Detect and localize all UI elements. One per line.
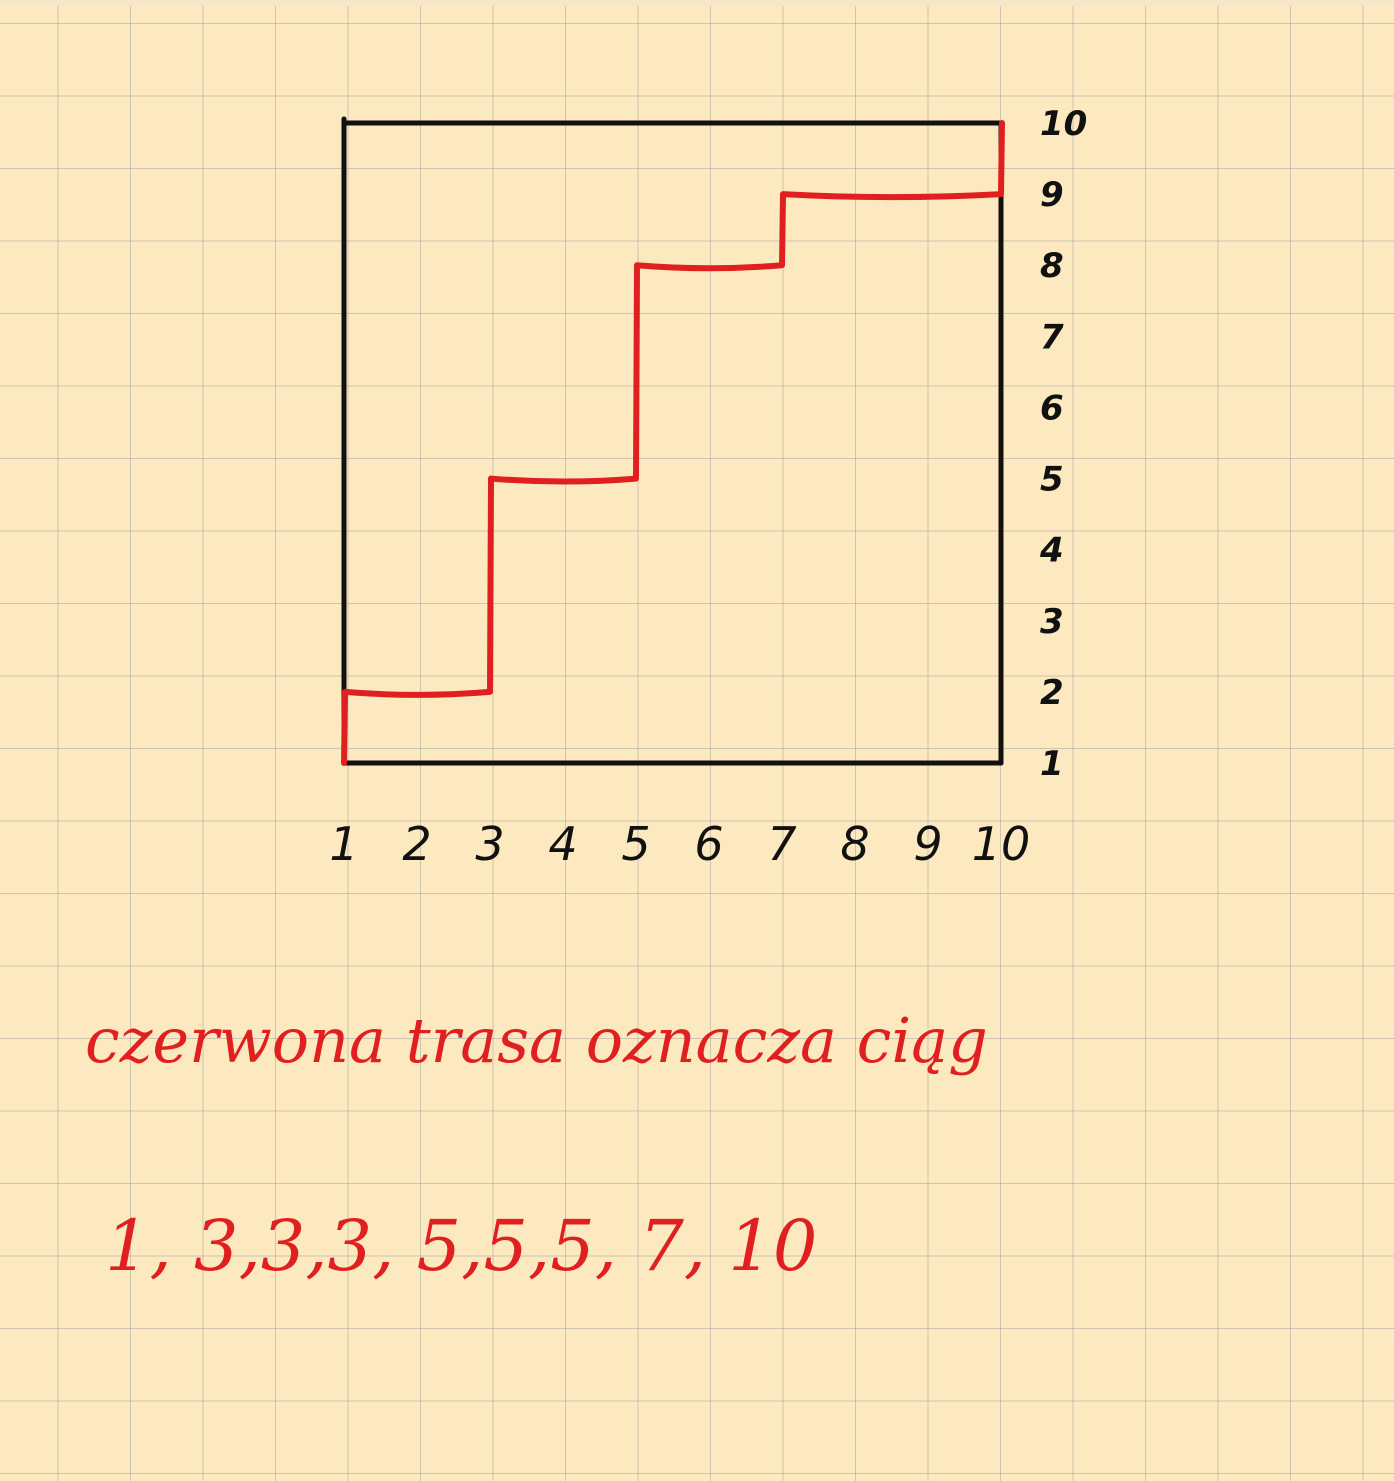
page-top-strip (0, 0, 1394, 6)
x-tick-label: 6 (694, 817, 723, 871)
red-path-layer (341, 120, 1005, 766)
red-step-path (341, 120, 1005, 766)
plot-frame (341, 116, 1004, 766)
x-tick-label: 1 (329, 817, 358, 871)
y-tick-label: 10 (1040, 104, 1087, 144)
x-tick-label: 2 (402, 817, 431, 871)
x-tick-label: 3 (475, 817, 504, 871)
x-tick-label: 8 (840, 817, 869, 871)
y-tick-label: 2 (1040, 673, 1064, 713)
y-tick-label: 6 (1040, 388, 1064, 428)
x-axis-ticks: 1 2 3 4 5 6 7 8 9 10 (329, 817, 1030, 871)
x-tick-label: 4 (548, 817, 577, 871)
y-tick-label: 7 (1040, 317, 1064, 357)
y-tick-label: 3 (1040, 602, 1064, 642)
note-sequence: 1, 3,3,3, 5,5,5, 7, 10 (105, 1205, 817, 1287)
note-line1: czerwona trasa oznacza ciąg (85, 1004, 988, 1077)
x-tick-label: 7 (767, 817, 796, 871)
y-tick-label: 8 (1040, 246, 1064, 286)
x-tick-label: 5 (621, 817, 650, 871)
y-tick-label: 4 (1039, 531, 1064, 571)
y-tick-label: 9 (1040, 175, 1064, 215)
y-tick-label: 5 (1040, 460, 1064, 500)
y-axis-ticks: 1 2 3 4 5 6 7 8 9 10 (1039, 104, 1087, 784)
x-tick-label: 9 (913, 817, 942, 871)
y-tick-label: 1 (1040, 744, 1064, 784)
x-tick-label: 10 (972, 817, 1031, 871)
